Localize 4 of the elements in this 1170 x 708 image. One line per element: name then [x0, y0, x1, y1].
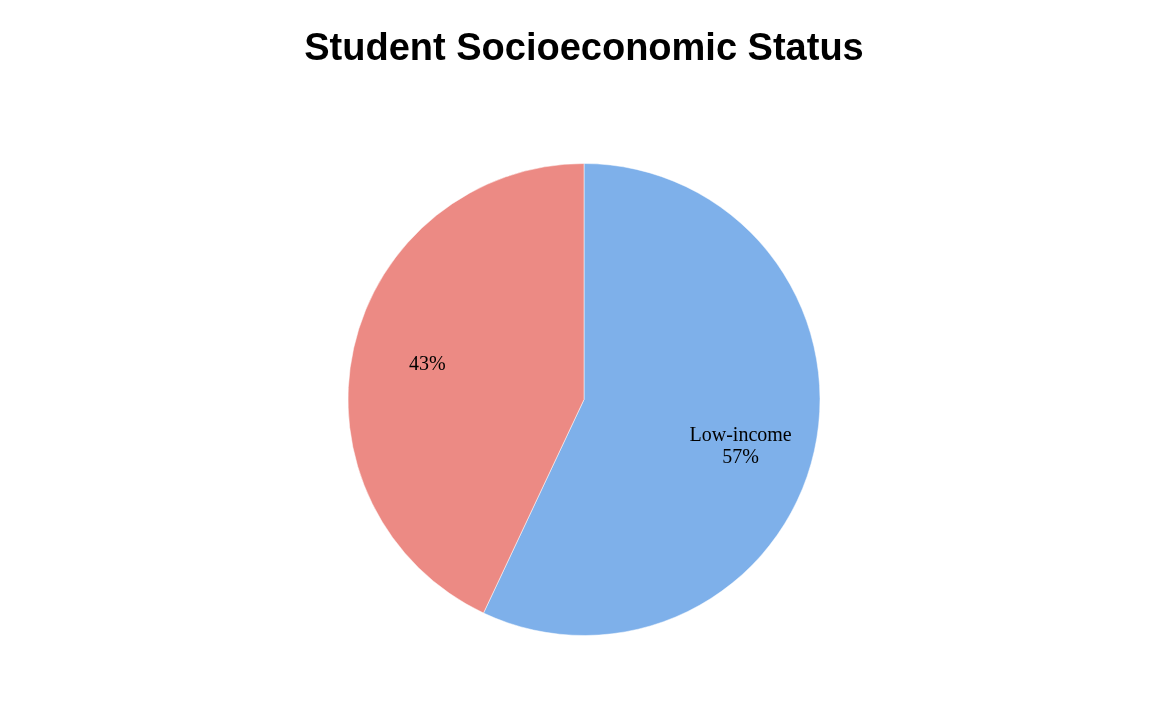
chart-title: Student Socioeconomic Status — [304, 26, 864, 68]
slice-label: Low-income — [689, 422, 792, 445]
data-label: 57% — [722, 444, 759, 467]
data-label: 43% — [409, 352, 446, 375]
